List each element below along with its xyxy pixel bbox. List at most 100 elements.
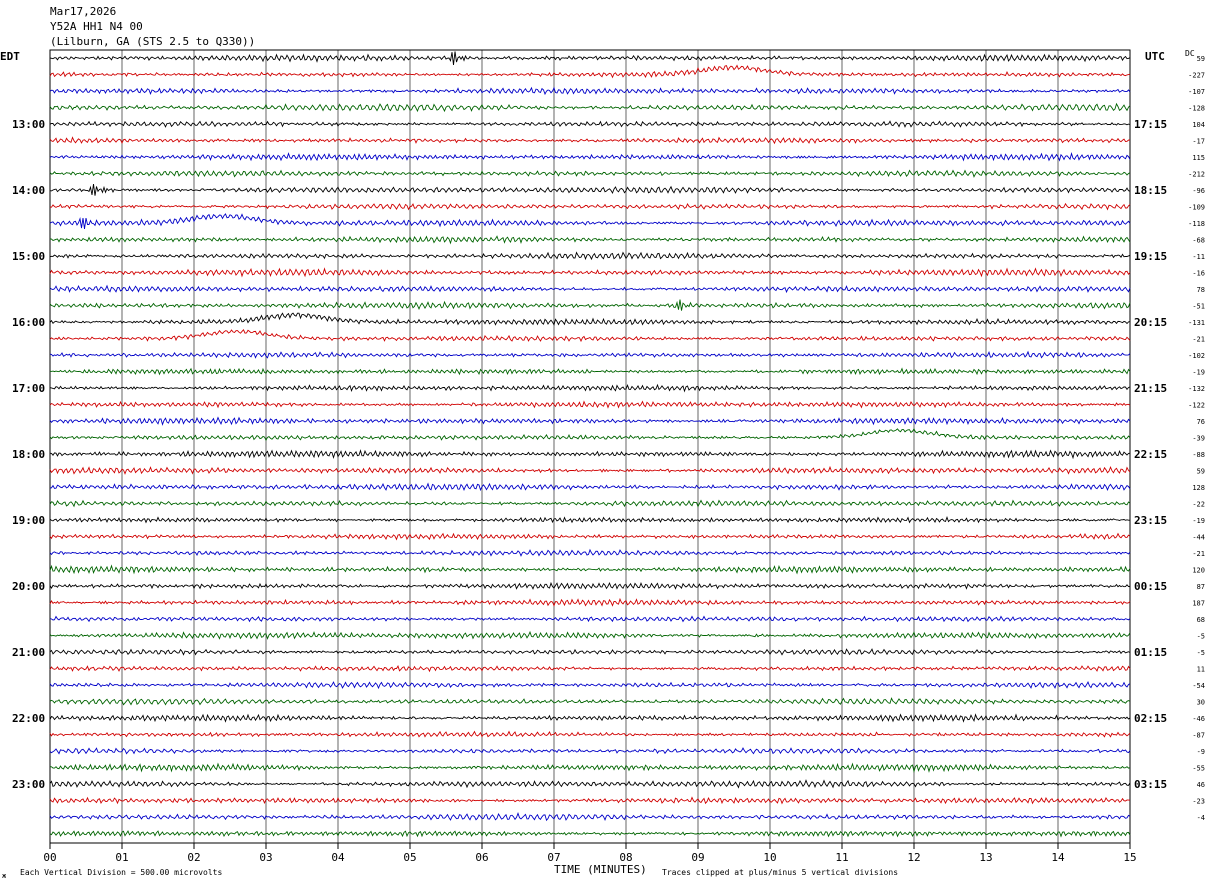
left-hour-label: 17:00 [12,382,45,395]
dc-offset-label: 11 [1197,666,1205,674]
right-hour-label: 00:15 [1134,580,1167,593]
dc-offset-label: 87 [1197,583,1205,591]
trace-row-14 [49,284,1131,294]
dc-offset-label: -118 [1188,220,1205,228]
dc-offset-label: 76 [1197,418,1205,426]
left-hour-label: 23:00 [12,778,45,791]
left-hour-label: 21:00 [12,646,45,659]
dc-offset-label: 30 [1197,699,1205,707]
trace-row-41 [49,730,1131,738]
dc-offset-label: -44 [1192,534,1205,542]
station-label: Y52A HH1 N4 00 [50,20,143,33]
dc-offset-label: -55 [1192,765,1205,773]
trace-row-26 [49,482,1131,492]
dc-label: DC [1185,49,1195,58]
dc-offset-label: -107 [1188,88,1205,96]
dc-offset-label: -4 [1197,814,1205,822]
trace-row-2 [49,86,1131,96]
trace-row-27 [49,499,1131,508]
trace-row-10 [49,213,1131,230]
dc-offset-label: 128 [1192,484,1205,492]
dc-offset-label: -51 [1192,303,1205,311]
right-hour-label: 23:15 [1134,514,1167,527]
dc-offset-label: -102 [1188,352,1205,360]
right-hour-label: 01:15 [1134,646,1167,659]
left-timezone-label: EDT [0,50,20,63]
trace-row-35 [49,630,1131,640]
trace-row-38 [49,681,1131,690]
x-tick-label: 01 [115,851,128,864]
right-hour-label: 18:15 [1134,184,1167,197]
dc-offset-label: 115 [1192,154,1205,162]
x-tick-label: 05 [403,851,416,864]
x-axis-title: TIME (MINUTES) [554,863,647,876]
trace-row-45 [49,796,1130,805]
right-hour-label: 22:15 [1134,448,1167,461]
x-tick-label: 04 [331,851,345,864]
plot-frame [49,49,1131,844]
trace-row-9 [49,202,1131,211]
dc-offset-label: -46 [1192,715,1205,723]
left-hour-label: 13:00 [12,118,45,131]
axis-labels: 00 01 02 03 04 05 06 07 08 09 10 11 12 13 14 15 59 -227 -1… [12,55,1205,864]
trace-row-21 [49,400,1131,409]
header: Mar17,2026 Y52A HH1 N4 00 (Lilburn, GA (ST… [50,4,255,49]
dc-offset-label: 187 [1192,600,1205,608]
dc-offset-label: -21 [1192,336,1205,344]
trace-row-17 [49,329,1131,343]
dc-offset-label: 120 [1192,567,1205,575]
trace-row-23 [49,428,1131,442]
location-label: (Lilburn, GA (STS 2.5 to Q330)) [50,35,256,48]
trace-row-25 [49,465,1131,475]
x-tick-label: 13 [979,851,992,864]
left-hour-label: 16:00 [12,316,45,329]
dc-offset-label: -131 [1188,319,1205,327]
x-tick-label: 03 [259,851,272,864]
trace-row-44 [49,779,1131,789]
dc-offset-label: -16 [1192,270,1205,278]
trace-row-29 [49,532,1131,541]
trace-row-43 [49,762,1131,774]
footer-clip-note: Traces clipped at plus/minus 5 vertical … [662,868,898,877]
trace-row-7 [49,169,1131,178]
dc-offset-label: -23 [1192,798,1205,806]
x-tick-label: 08 [619,851,632,864]
dc-offset-label: -22 [1192,501,1205,509]
x-tick-label: 11 [835,851,848,864]
dc-offset-label: -96 [1192,187,1205,195]
dc-offset-label: -21 [1192,550,1205,558]
left-hour-label: 20:00 [12,580,45,593]
left-hour-label: 14:00 [12,184,45,197]
x-tick-label: 14 [1051,851,1065,864]
right-hour-label: 21:15 [1134,382,1167,395]
left-hour-label: 15:00 [12,250,45,263]
trace-row-11 [49,235,1131,245]
dc-offset-label: 78 [1197,286,1205,294]
dc-offset-label: -9 [1197,748,1205,756]
right-hour-label: 17:15 [1134,118,1167,131]
trace-row-12 [49,251,1131,261]
dc-offset-label: -88 [1192,451,1205,459]
trace-row-18 [49,350,1131,359]
dc-offset-label: -87 [1192,732,1205,740]
trace-row-42 [49,747,1131,755]
x-tick-label: 00 [43,851,56,864]
right-hour-label: 03:15 [1134,778,1167,791]
dc-offset-label: 59 [1197,55,1205,63]
dc-offset-label: -17 [1192,138,1205,146]
x-tick-label: 02 [187,851,200,864]
trace-row-36 [49,648,1131,656]
trace-row-15 [49,299,1131,311]
trace-row-33 [49,597,1131,607]
dc-offset-label: 104 [1192,121,1205,129]
x-tick-label: 10 [763,851,776,864]
trace-row-39 [49,697,1131,706]
dc-offset-label: 59 [1197,468,1205,476]
x-tick-label: 15 [1123,851,1136,864]
trace-row-28 [49,515,1130,524]
dc-offset-label: -39 [1192,435,1205,443]
dc-offset-label: -5 [1197,633,1205,641]
right-hour-label: 02:15 [1134,712,1167,725]
dc-offset-label: -212 [1188,171,1205,179]
dc-offset-label: -5 [1197,649,1205,657]
